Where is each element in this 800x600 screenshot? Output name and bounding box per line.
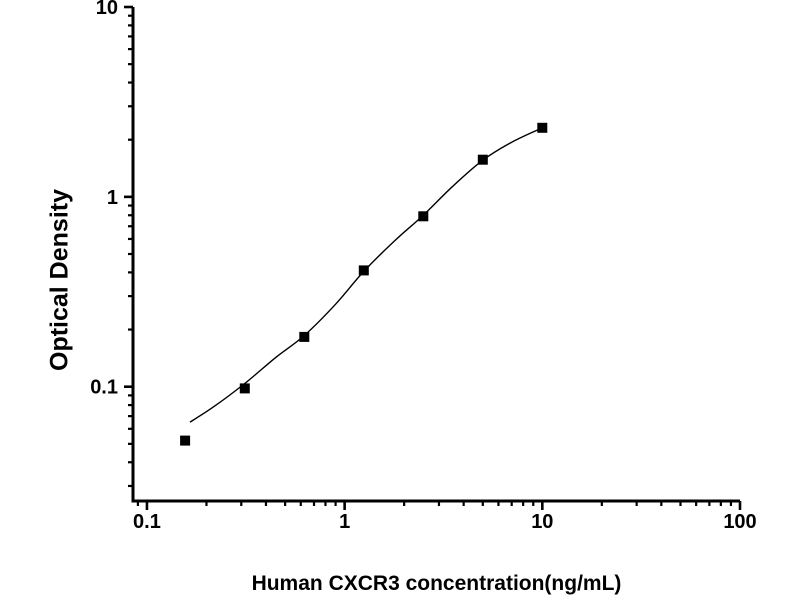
x-tick-label: 100 (723, 511, 756, 533)
y-tick-label: 1 (107, 187, 118, 209)
data-point-marker (299, 331, 310, 342)
x-tick-label: 1 (339, 511, 350, 533)
data-point-marker (180, 435, 191, 446)
data-point-marker (239, 383, 250, 394)
data-point-marker (358, 265, 369, 276)
y-axis-title: Optical Density (45, 189, 74, 371)
axis-frame (131, 7, 740, 503)
x-tick-label: 0.1 (133, 511, 161, 533)
data-point-marker (418, 211, 429, 222)
y-tick-label: 0.1 (90, 377, 118, 399)
y-tick-label: 10 (96, 0, 118, 19)
x-tick-label: 10 (531, 511, 553, 533)
data-point-marker (537, 122, 548, 133)
x-axis-title: Human CXCR3 concentration(ng/mL) (251, 572, 622, 595)
data-point-marker (477, 154, 488, 165)
